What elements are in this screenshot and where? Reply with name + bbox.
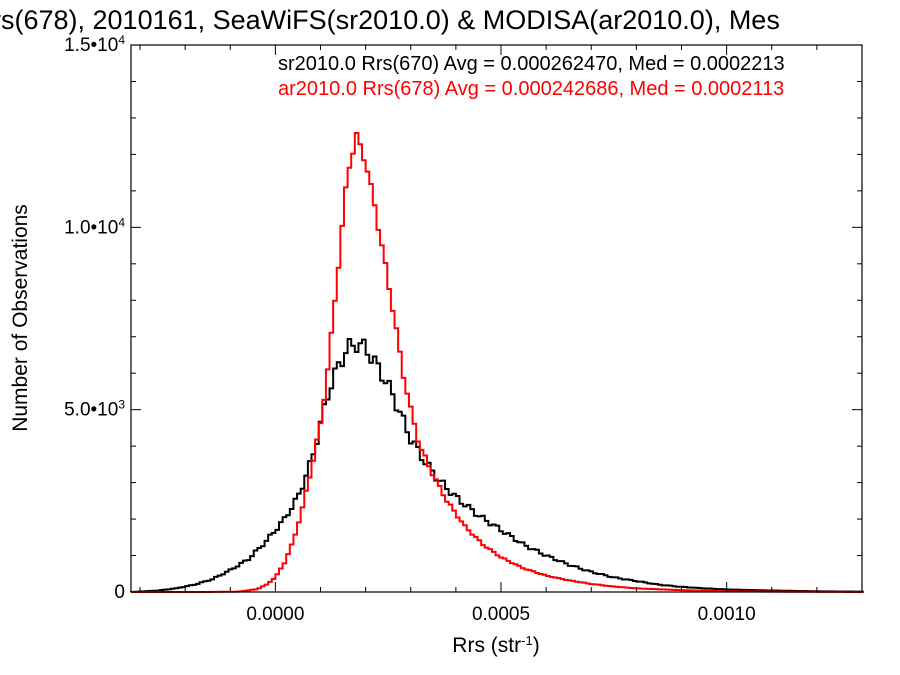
chart-title: rs(678), 2010161, SeaWiFS(sr2010.0) & MO… bbox=[0, 5, 780, 35]
y-tick-label-2: 1.0•104 bbox=[64, 215, 125, 238]
x-tick-label-1: 0.0005 bbox=[472, 604, 530, 625]
ticks-layer: 0.0000 0.0005 0.0010 0 5.0•103 1.0•104 1.5•104 bbox=[64, 33, 863, 625]
legend-entry-1: sr2010.0 Rrs(670) Avg = 0.000262470, Med… bbox=[278, 53, 785, 75]
legend: sr2010.0 Rrs(670) Avg = 0.000262470, Med… bbox=[278, 53, 785, 100]
y-axis-label: Number of Observations bbox=[9, 204, 32, 432]
plot-frame bbox=[130, 44, 863, 593]
x-axis-label-sup: -1 bbox=[521, 633, 533, 648]
y-tick-label-0: 0 bbox=[114, 582, 125, 603]
x-axis-label: Rrs (str-1) bbox=[452, 633, 539, 658]
series-line-1 bbox=[130, 337, 864, 593]
x-axis-label-close: ) bbox=[533, 634, 540, 657]
x-tick-label-2: 0.0010 bbox=[698, 604, 756, 625]
y-tick-label-3: 1.5•104 bbox=[64, 33, 125, 56]
legend-entry-2: ar2010.0 Rrs(678) Avg = 0.000242686, Med… bbox=[278, 78, 784, 100]
x-tick-label-0: 0.0000 bbox=[246, 604, 304, 625]
x-axis-label-text: Rrs (str bbox=[452, 634, 521, 657]
y-tick-label-1: 5.0•103 bbox=[64, 398, 125, 421]
